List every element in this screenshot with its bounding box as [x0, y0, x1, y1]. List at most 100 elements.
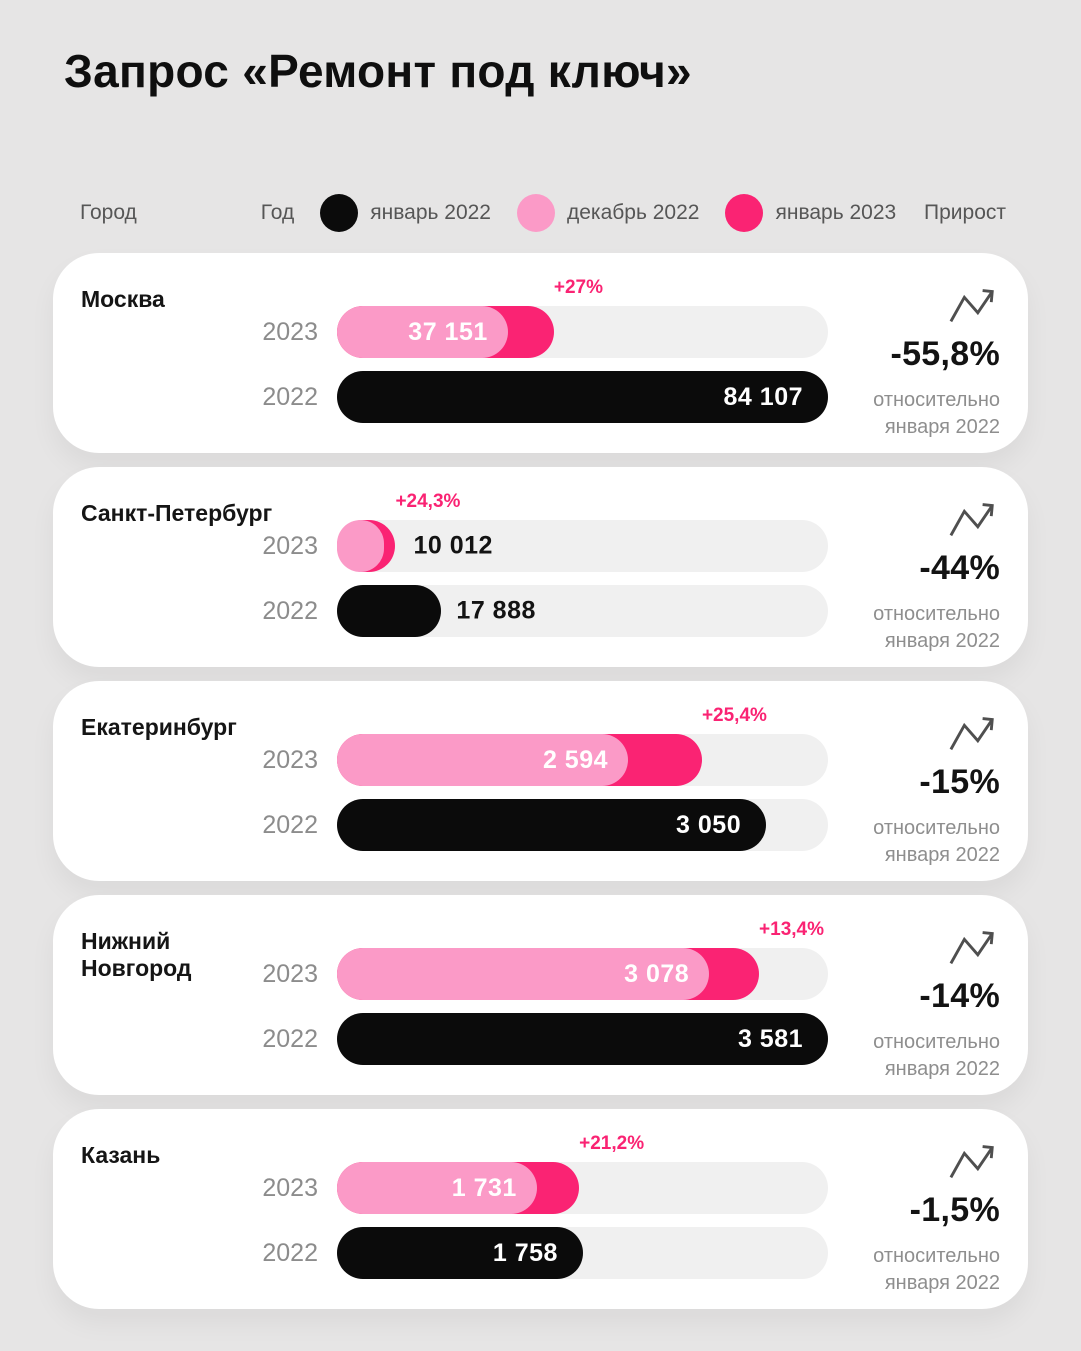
- value-jan-2022: 3 050: [676, 810, 742, 839]
- year-label-top: 2023: [262, 531, 318, 560]
- bar-jan-2022: 3 050: [337, 799, 767, 851]
- city-name: Санкт-Петербург: [81, 500, 273, 526]
- city-card: Санкт-Петербург 2023 +24,3% 10 012 2022: [53, 467, 1028, 667]
- bar-dec-2022: [337, 520, 385, 572]
- year-label-top: 2023: [262, 745, 318, 774]
- legend-item: декабрь 2022: [517, 194, 699, 232]
- value-jan-2022: 84 107: [723, 382, 803, 411]
- year-label-top: 2023: [262, 1173, 318, 1202]
- year-label-bottom: 2022: [262, 1238, 318, 1267]
- bar-track-2022: 84 107: [337, 371, 828, 423]
- bar-track-2023: +25,4% 2 594: [337, 705, 828, 786]
- delta-caption-line2: января 2022: [884, 1057, 1000, 1080]
- delta-caption-line2: января 2022: [884, 843, 1000, 866]
- city-card: Казань 2023 +21,2% 1 731 2022 1 758: [53, 1109, 1028, 1309]
- bar-track-2023: +24,3% 10 012: [337, 491, 828, 572]
- trend-arrow-icon: [949, 717, 994, 751]
- delta-percent: -14%: [919, 977, 1000, 1015]
- bar-row-2022: 2022 3 581: [53, 1013, 1028, 1065]
- city-name: Москва: [81, 286, 165, 312]
- bar-track-2023: +21,2% 1 731: [337, 1133, 828, 1214]
- delta-caption: относительно января 2022: [873, 601, 1000, 654]
- delta-caption-line2: января 2022: [884, 1271, 1000, 1294]
- jan-2022-dot-icon: [320, 194, 359, 232]
- delta-block: -15% относительно января 2022: [873, 710, 1000, 868]
- city-name: Екатеринбург: [81, 714, 237, 740]
- bar-jan-2022: 1 758: [337, 1227, 583, 1279]
- delta-percent: -44%: [919, 549, 1000, 587]
- bar-row-2023: 2023 +21,2% 1 731: [53, 1133, 1028, 1214]
- bar-track-2022: 3 581: [337, 1013, 828, 1065]
- delta-block: -44% относительно января 2022: [873, 496, 1000, 654]
- bars-group: 2023 +27% 37 151 2022 84 107: [53, 253, 1028, 423]
- city-card: Екатеринбург 2023 +25,4% 2 594 2022 3 05…: [53, 681, 1028, 881]
- bar-dec-2022: 2 594: [337, 734, 629, 786]
- bar-row-2023: 2023 +13,4% 3 078: [53, 919, 1028, 1000]
- legend-item-label: январь 2022: [370, 201, 491, 224]
- bar-row-2022: 2022 1 758: [53, 1227, 1028, 1279]
- delta-caption-line2: января 2022: [884, 629, 1000, 652]
- year-label-bottom: 2022: [262, 596, 318, 625]
- bar-row-2023: 2023 +25,4% 2 594: [53, 705, 1028, 786]
- bars-group: 2023 +13,4% 3 078 2022 3 581: [53, 895, 1028, 1065]
- bar-row-2022: 2022 84 107: [53, 371, 1028, 423]
- value-jan-2023-outside: 10 012: [413, 531, 493, 560]
- page-title: Запрос «Ремонт под ключ»: [64, 45, 692, 97]
- year-label-bottom: 2022: [262, 1024, 318, 1053]
- growth-badge: +13,4%: [759, 919, 825, 940]
- bar-jan-2022: 84 107: [337, 371, 828, 423]
- bars-group: 2023 +25,4% 2 594 2022 3 050: [53, 681, 1028, 851]
- delta-caption: относительно января 2022: [873, 387, 1000, 440]
- city-card: Нижний Новгород 2023 +13,4% 3 078 2022 3: [53, 895, 1028, 1095]
- delta-block: -14% относительно января 2022: [873, 924, 1000, 1082]
- delta-caption: относительно января 2022: [873, 815, 1000, 868]
- legend-item-label: декабрь 2022: [567, 201, 700, 224]
- bar-dec-2022: 1 731: [337, 1162, 537, 1214]
- column-label-city: Город: [80, 201, 137, 224]
- year-label-bottom: 2022: [262, 810, 318, 839]
- trend-arrow-icon: [949, 503, 994, 537]
- value-jan-2022-outside: 17 888: [456, 596, 536, 625]
- legend-item: январь 2022: [320, 194, 491, 232]
- bar-track-2023: +27% 37 151: [337, 277, 828, 358]
- delta-percent: -15%: [919, 763, 1000, 801]
- value-jan-2023: 1 731: [451, 1173, 517, 1202]
- delta-caption-line1: относительно: [873, 389, 1000, 411]
- bar-track-2022: 1 758: [337, 1227, 828, 1279]
- growth-badge: +21,2%: [579, 1133, 645, 1154]
- city-name: Нижний Новгород: [81, 928, 192, 982]
- bar-jan-2022: [337, 585, 442, 637]
- dec-2022-dot-icon: [517, 194, 555, 232]
- bar-track-2022: 3 050: [337, 799, 828, 851]
- trend-arrow-icon: [949, 931, 994, 965]
- delta-caption-line1: относительно: [873, 817, 1000, 839]
- legend-item: январь 2023: [725, 194, 896, 232]
- year-label-top: 2023: [262, 959, 318, 988]
- jan-2023-dot-icon: [725, 194, 764, 232]
- growth-badge: +25,4%: [701, 705, 767, 726]
- value-jan-2022: 1 758: [492, 1238, 558, 1267]
- bar-jan-2022: 3 581: [337, 1013, 828, 1065]
- value-jan-2023: 3 078: [624, 959, 690, 988]
- delta-percent: -1,5%: [909, 1191, 1000, 1229]
- bar-row-2022: 2022 3 050: [53, 799, 1028, 851]
- bar-row-2023: 2023 +27% 37 151: [53, 277, 1028, 358]
- delta-caption-line1: относительно: [873, 603, 1000, 625]
- delta-caption: относительно января 2022: [873, 1029, 1000, 1082]
- year-label-top: 2023: [262, 317, 318, 346]
- bar-row-2023: 2023 +24,3% 10 012: [53, 491, 1028, 572]
- bars-group: 2023 +24,3% 10 012 2022 17 888: [53, 467, 1028, 637]
- bars-group: 2023 +21,2% 1 731 2022 1 758: [53, 1109, 1028, 1279]
- value-jan-2023: 37 151: [408, 317, 488, 346]
- bar-dec-2022: 37 151: [337, 306, 508, 358]
- growth-badge: +24,3%: [395, 491, 461, 512]
- delta-caption: относительно января 2022: [873, 1243, 1000, 1296]
- delta-block: -55,8% относительно января 2022: [873, 282, 1000, 440]
- growth-badge: +27%: [553, 277, 603, 298]
- value-jan-2023: 2 594: [542, 745, 609, 774]
- column-label-growth: Прирост: [924, 201, 1006, 224]
- delta-percent: -55,8%: [890, 335, 1000, 373]
- bar-track-2022: 17 888: [337, 585, 828, 637]
- delta-caption-line2: января 2022: [884, 415, 1000, 438]
